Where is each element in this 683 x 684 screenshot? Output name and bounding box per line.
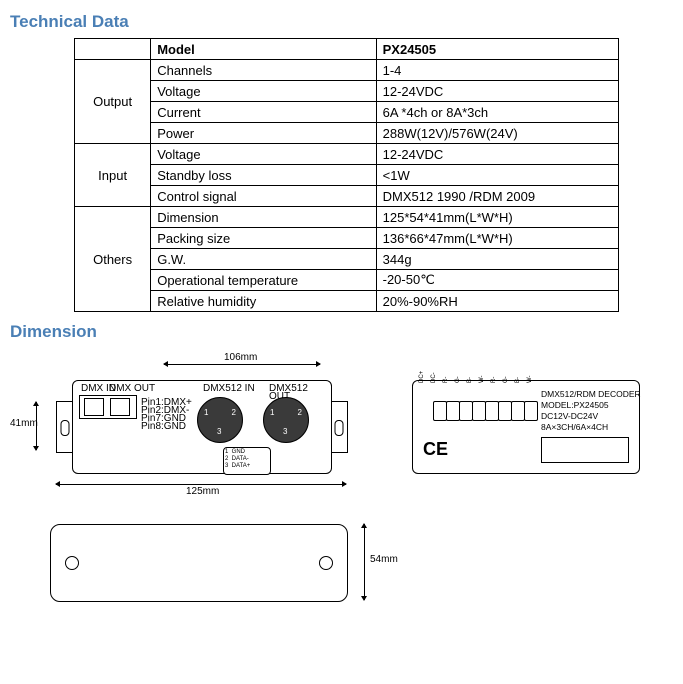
group-cell: Others — [75, 207, 151, 312]
table-row: Operational temperature-20-50℃ — [75, 270, 619, 291]
spec-table: ModelPX24505OutputChannels1-4Voltage12-2… — [74, 38, 619, 312]
table-row: Packing size136*66*47mm(L*W*H) — [75, 228, 619, 249]
back-panel: DC+DC-R-G-B-W-R-G-B-W- CE DMX512/RDM DEC… — [412, 380, 640, 474]
table-row: Control signalDMX512 1990 /RDM 2009 — [75, 186, 619, 207]
side-panel — [50, 524, 348, 602]
heading-technical-data: Technical Data — [10, 12, 673, 32]
table-row: Power288W(12V)/576W(24V) — [75, 123, 619, 144]
table-row: Current6A *4ch or 8A*3ch — [75, 102, 619, 123]
table-row: Relative humidity20%-90%RH — [75, 291, 619, 312]
group-cell: Output — [75, 60, 151, 144]
col-value: PX24505 — [376, 39, 618, 60]
heading-dimension: Dimension — [10, 322, 673, 342]
table-row: InputVoltage12-24VDC — [75, 144, 619, 165]
table-row: OutputChannels1-4 — [75, 60, 619, 81]
table-row: Standby loss<1W — [75, 165, 619, 186]
table-row: G.W.344g — [75, 249, 619, 270]
table-row: OthersDimension125*54*41mm(L*W*H) — [75, 207, 619, 228]
dimension-diagram: 106mm 41mm DMX IN DMX OUT Pin1:DMX+ Pin2… — [10, 354, 670, 674]
table-row: Voltage12-24VDC — [75, 81, 619, 102]
group-cell: Input — [75, 144, 151, 207]
col-model: Model — [151, 39, 376, 60]
front-panel: DMX IN DMX OUT Pin1:DMX+ Pin2:DMX- Pin7:… — [72, 380, 332, 474]
